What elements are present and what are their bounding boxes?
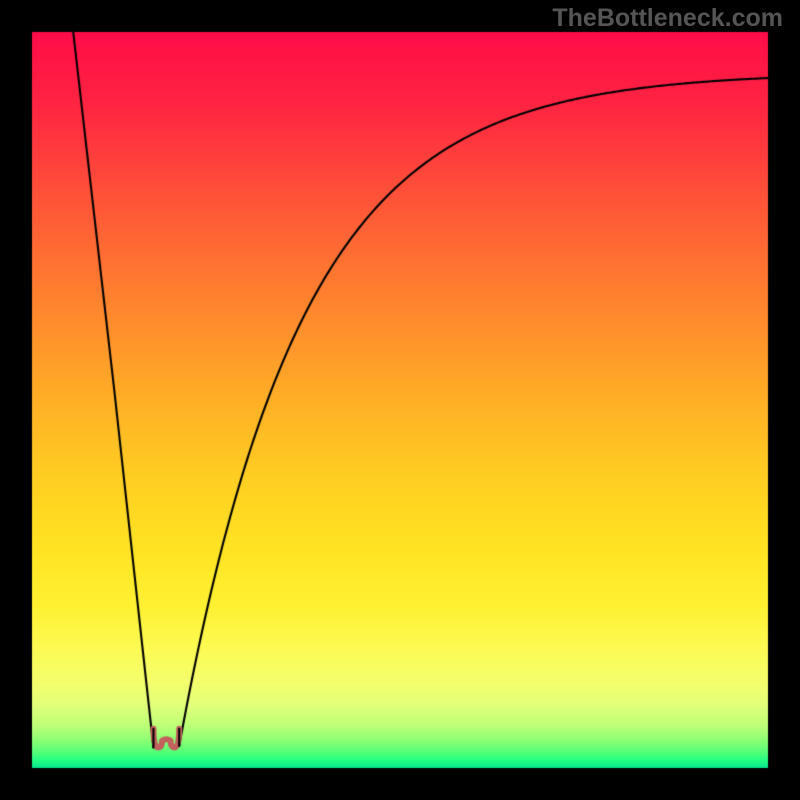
- chart-stage: TheBottleneck.com: [0, 0, 800, 800]
- gradient-background: [0, 0, 800, 800]
